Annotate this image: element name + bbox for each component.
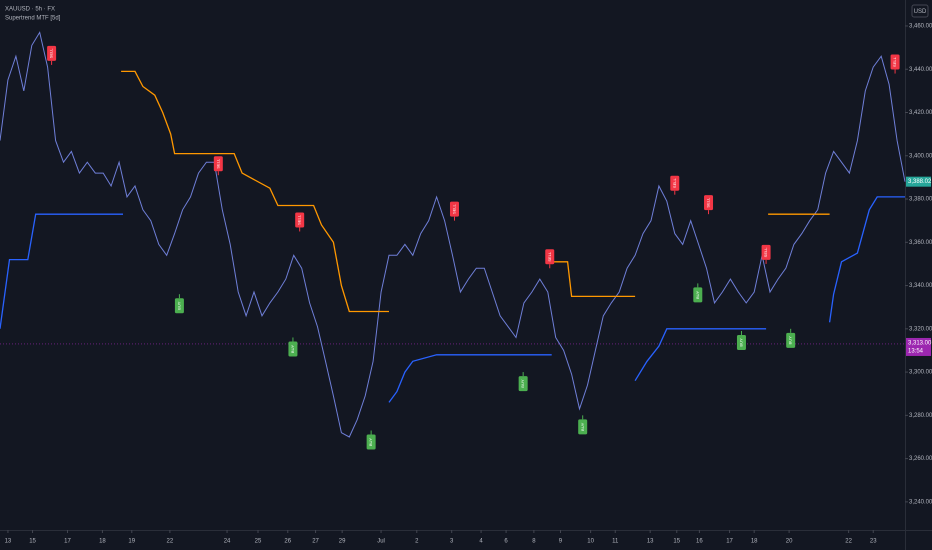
signal-marker: [890, 54, 900, 70]
signal-label: BUY: [520, 379, 525, 388]
signal-marker: [786, 332, 796, 348]
marker-label: 3,313.00: [908, 341, 932, 347]
supertrend-line: [0, 196, 905, 403]
signal-label: BUY: [368, 438, 373, 447]
x-tick-label: 27: [312, 539, 319, 545]
signal-label: SELL: [547, 251, 552, 262]
y-tick-label: 3,340.00: [909, 283, 932, 289]
signal-label: SELL: [892, 56, 897, 67]
signal-label: BUY: [788, 336, 793, 345]
x-tick-label: 9: [559, 539, 563, 545]
x-tick-label: 22: [845, 539, 852, 545]
x-tick-label: 22: [167, 539, 174, 545]
signal-marker: [366, 434, 376, 450]
indicator-name: Supertrend MTF [5d]: [5, 16, 61, 22]
x-tick-label: 15: [29, 539, 36, 545]
signal-label: SELL: [215, 158, 220, 169]
x-tick-label: 13: [647, 539, 654, 545]
signal-label: BUY: [695, 290, 700, 299]
signal-marker: [449, 201, 459, 217]
x-tick-label: 17: [64, 539, 71, 545]
signal-marker: [545, 249, 555, 265]
x-tick-label: 15: [673, 539, 680, 545]
signal-marker: [670, 175, 680, 191]
y-tick-label: 3,400.00: [909, 153, 932, 159]
signal-label: SELL: [763, 247, 768, 258]
x-tick-label: 11: [612, 539, 619, 545]
signal-marker: [518, 376, 528, 392]
signal-marker: [174, 298, 184, 314]
x-tick-label: 13: [5, 539, 12, 545]
marker-time: 13:54: [908, 349, 924, 355]
y-tick-label: 3,280.00: [909, 413, 932, 419]
x-tick-label: 23: [870, 539, 877, 545]
x-tick-label: 18: [99, 539, 106, 545]
x-tick-label: 20: [786, 539, 793, 545]
signal-label: SELL: [706, 197, 711, 208]
signal-marker: [578, 419, 588, 435]
signal-label: SELL: [297, 214, 302, 225]
supertrend-line: [121, 70, 830, 313]
marker-tag: [906, 337, 931, 356]
y-tick-label: 3,240.00: [909, 499, 932, 505]
signal-label: SELL: [672, 178, 677, 189]
signal-label: BUY: [290, 345, 295, 354]
signal-marker: [288, 341, 298, 357]
x-tick-label: 18: [751, 539, 758, 545]
currency-box[interactable]: [911, 4, 929, 18]
x-tick-label: 3: [450, 539, 454, 545]
x-tick-label: 8: [532, 539, 536, 545]
last-price-tag: [906, 176, 931, 187]
y-tick-label: 3,320.00: [909, 326, 932, 332]
x-tick-label: 16: [696, 539, 703, 545]
y-tick-label: 3,440.00: [909, 67, 932, 73]
x-tick-label: 17: [726, 539, 733, 545]
y-tick-label: 3,260.00: [909, 456, 932, 462]
signal-label: SELL: [452, 203, 457, 214]
signal-marker: [736, 334, 746, 350]
x-tick-label: 10: [587, 539, 594, 545]
x-tick-label: Jul: [377, 539, 385, 545]
signal-marker: [47, 45, 57, 61]
price-line: [0, 31, 906, 438]
signal-marker: [761, 244, 771, 260]
y-tick-label: 3,380.00: [909, 197, 932, 203]
signal-marker: [693, 287, 703, 303]
signal-label: BUY: [739, 338, 744, 347]
signal-marker: [213, 156, 223, 172]
y-tick-label: 3,460.00: [909, 24, 932, 30]
last-price-label: 3,388.02: [908, 179, 932, 185]
x-tick-label: 26: [284, 539, 291, 545]
x-tick-label: 2: [415, 539, 419, 545]
x-tick-label: 29: [339, 539, 346, 545]
currency[interactable]: USD: [914, 9, 927, 15]
chart-title: XAUUSD · 5h · FX: [5, 7, 55, 13]
y-tick-label: 3,420.00: [909, 110, 932, 116]
signal-label: BUY: [176, 301, 181, 310]
y-tick-label: 3,300.00: [909, 370, 932, 376]
x-tick-label: 4: [479, 539, 483, 545]
x-tick-label: 25: [255, 539, 262, 545]
signal-label: SELL: [49, 48, 54, 59]
signal-marker: [295, 212, 305, 228]
x-tick-label: 6: [504, 539, 508, 545]
signal-marker: [704, 195, 714, 211]
signal-label: BUY: [580, 422, 585, 431]
x-tick-label: 19: [128, 539, 135, 545]
y-tick-label: 3,360.00: [909, 240, 932, 246]
x-tick-label: 24: [224, 539, 231, 545]
